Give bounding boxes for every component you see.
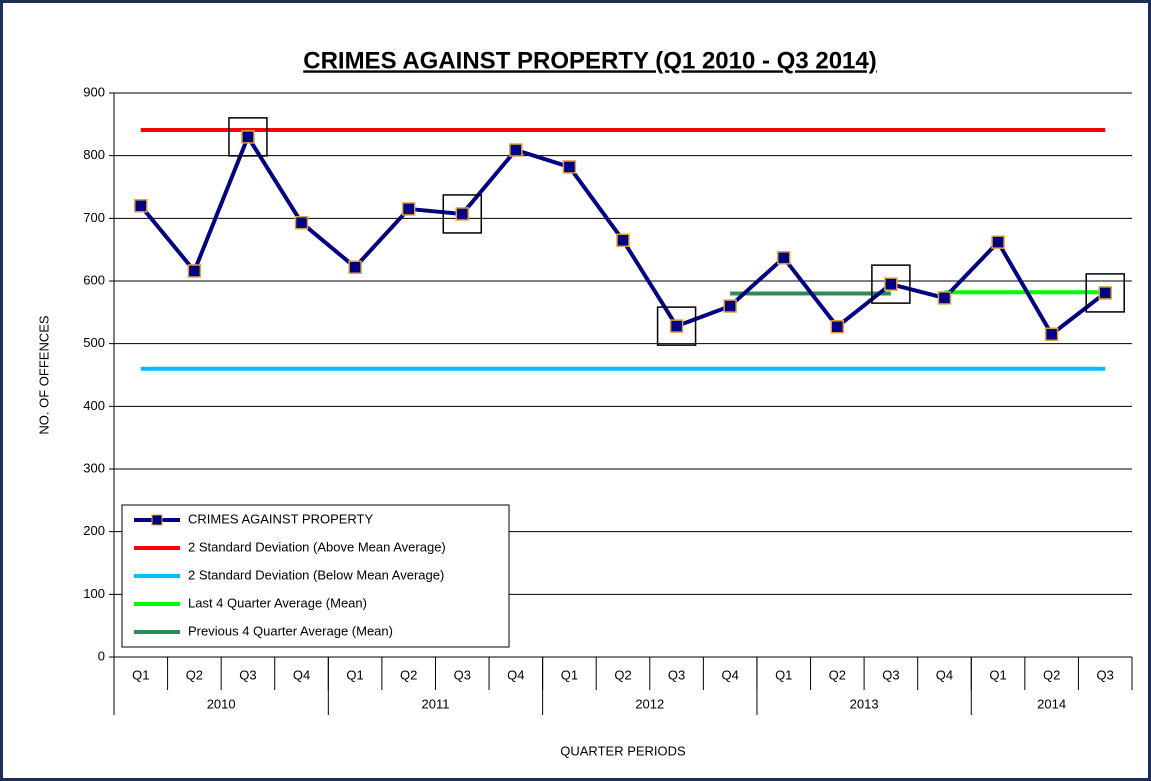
x-axis-label: QUARTER PERIODS	[560, 743, 686, 758]
y-tick-label: 400	[83, 398, 105, 413]
legend-label: Last 4 Quarter Average (Mean)	[188, 595, 367, 610]
legend-label: 2 Standard Deviation (Above Mean Average…	[188, 539, 446, 554]
year-label: 2013	[850, 696, 879, 711]
y-axis-label: NO. OF OFFENCES	[36, 315, 51, 435]
y-tick-label: 200	[83, 523, 105, 538]
x-tick-label: Q4	[721, 667, 738, 682]
y-tick-label: 600	[83, 272, 105, 287]
marker	[830, 319, 845, 334]
marker	[991, 235, 1005, 249]
x-tick-label: Q2	[829, 667, 846, 682]
x-tick-label: Q3	[239, 667, 256, 682]
x-tick-label: Q3	[454, 667, 471, 682]
x-tick-label: Q3	[1097, 667, 1114, 682]
y-tick-label: 300	[83, 460, 105, 475]
chart-title: CRIMES AGAINST PROPERTY (Q1 2010 - Q3 20…	[303, 47, 877, 74]
marker	[723, 299, 737, 313]
x-tick-label: Q1	[775, 667, 792, 682]
y-tick-label: 100	[83, 586, 105, 601]
marker	[455, 207, 470, 221]
x-tick-label: Q2	[400, 667, 417, 682]
legend-label: Previous 4 Quarter Average (Mean)	[188, 623, 393, 638]
marker	[1098, 286, 1112, 300]
year-label: 2014	[1037, 696, 1066, 711]
x-tick-label: Q2	[614, 667, 631, 682]
marker	[294, 215, 309, 230]
y-tick-label: 800	[83, 147, 105, 162]
marker	[562, 160, 577, 174]
marker	[401, 202, 416, 216]
x-tick-label: Q1	[561, 667, 578, 682]
legend-label: CRIMES AGAINST PROPERTY	[188, 511, 374, 526]
marker	[348, 260, 362, 274]
marker	[509, 143, 523, 157]
x-tick-label: Q3	[668, 667, 685, 682]
highlight-box	[871, 264, 911, 304]
marker	[669, 319, 684, 333]
legend-label: 2 Standard Deviation (Below Mean Average…	[188, 567, 444, 582]
marker	[187, 264, 202, 278]
marker	[884, 277, 898, 291]
x-tick-label: Q2	[186, 667, 203, 682]
highlight-box	[656, 306, 697, 346]
marker	[616, 233, 630, 248]
highlight-box	[228, 117, 268, 157]
legend-marker	[151, 514, 163, 526]
x-tick-label: Q4	[936, 667, 953, 682]
x-tick-label: Q4	[507, 667, 524, 682]
highlight-box	[1085, 273, 1125, 313]
x-tick-label: Q2	[1043, 667, 1060, 682]
marker	[241, 130, 255, 144]
marker	[937, 291, 952, 305]
x-tick-label: Q1	[346, 667, 363, 682]
x-tick-label: Q1	[989, 667, 1006, 682]
legend	[121, 504, 510, 648]
highlight-box	[442, 194, 483, 234]
y-tick-label: 700	[83, 210, 105, 225]
marker	[776, 251, 791, 265]
y-tick-label: 500	[83, 335, 105, 350]
year-label: 2011	[421, 696, 449, 711]
x-tick-label: Q3	[882, 667, 899, 682]
marker	[1044, 327, 1059, 342]
x-tick-label: Q1	[132, 667, 149, 682]
x-tick-label: Q4	[293, 667, 310, 682]
y-tick-label: 0	[98, 648, 105, 663]
marker	[134, 199, 148, 213]
year-label: 2012	[635, 696, 664, 711]
year-label: 2010	[207, 696, 236, 711]
y-tick-label: 900	[83, 84, 105, 99]
